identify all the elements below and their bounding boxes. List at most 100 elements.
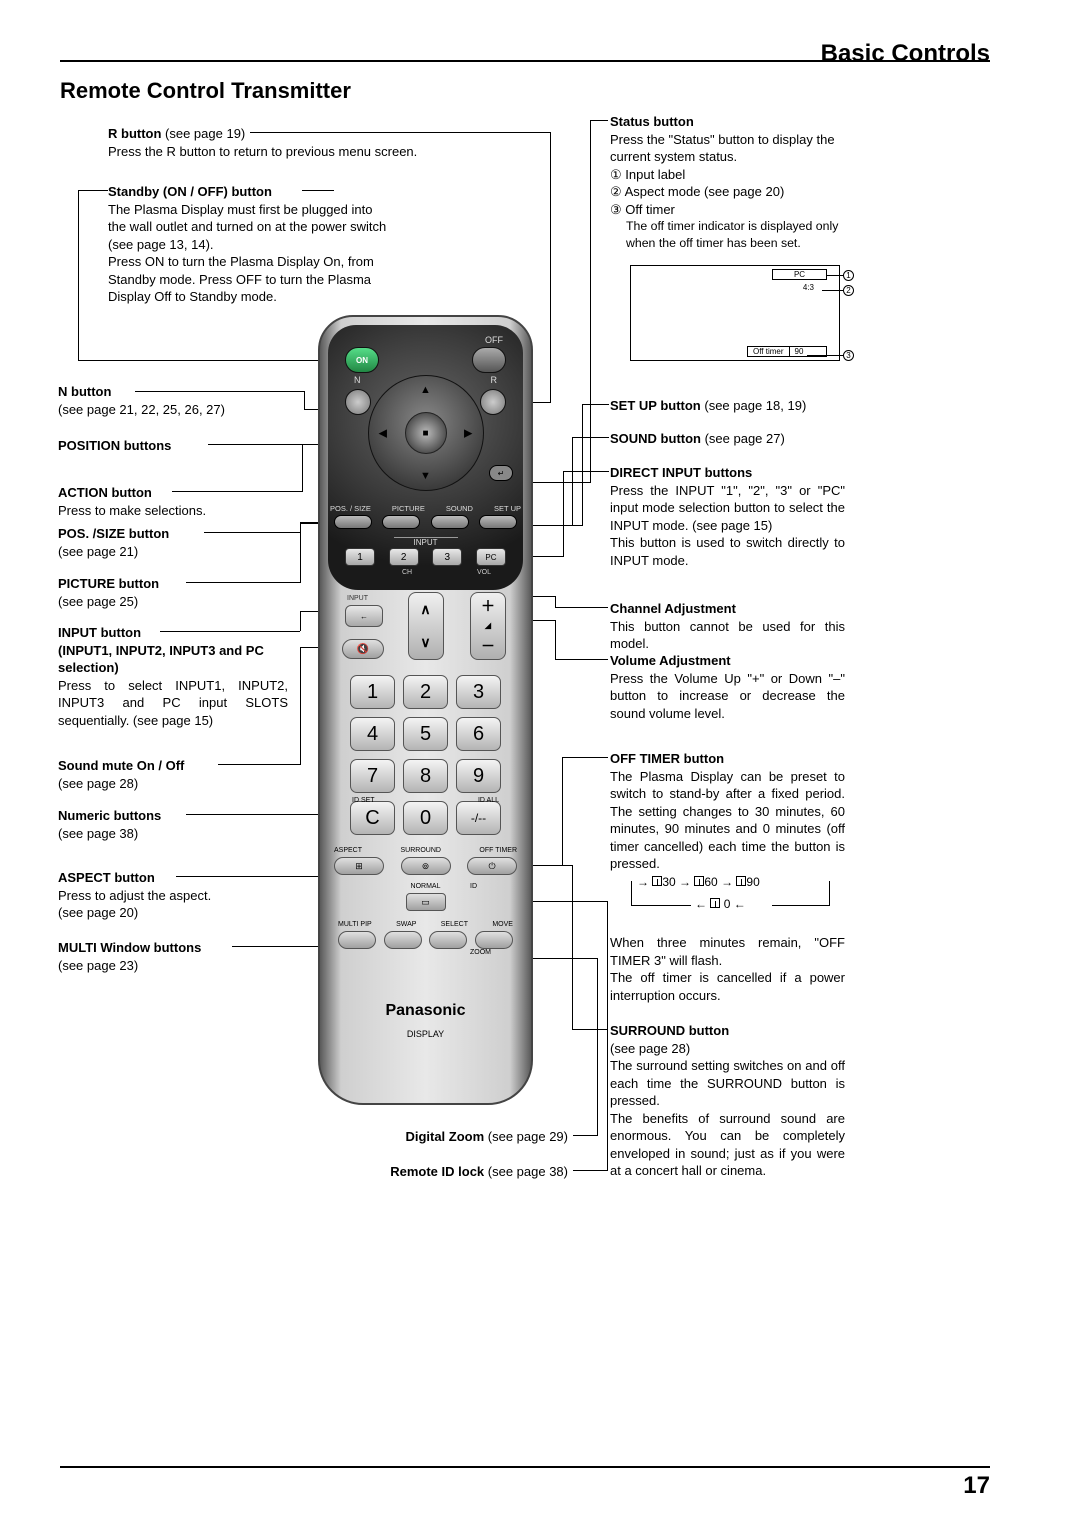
n-label: N — [354, 375, 361, 385]
input-cycle-button: ← — [345, 605, 383, 627]
input-label: INPUT — [394, 537, 458, 547]
r-button-title: R button — [108, 126, 161, 141]
callout-standby: Standby (ON / OFF) button The Plasma Dis… — [108, 183, 508, 306]
surround-button: ⊚ — [401, 857, 451, 875]
multi-labels: MULTI PIP SWAP SELECT MOVE — [338, 921, 513, 928]
num-8: 8 — [403, 759, 448, 793]
num-3: 3 — [456, 675, 501, 709]
num-6: 6 — [456, 717, 501, 751]
asp-row-labels: ASPECT SURROUND OFF TIMER — [334, 847, 517, 854]
off-label: OFF — [485, 335, 503, 345]
callout-position: POSITION buttons — [58, 437, 288, 455]
callout-input: INPUT button (INPUT1, INPUT2, INPUT3 and… — [58, 624, 288, 729]
callout-setup: SET UP button (see page 18, 19) — [610, 397, 845, 415]
page: Basic Controls Remote Control Transmitte… — [0, 0, 1080, 1528]
move-button — [475, 931, 513, 949]
num-1: 1 — [350, 675, 395, 709]
callout-direct-input: DIRECT INPUT buttons Press the INPUT "1"… — [610, 464, 845, 569]
circ-2: 2 — [843, 285, 854, 296]
func-row — [334, 515, 517, 529]
dpad-up-icon: ▲ — [420, 384, 431, 396]
volume-rocker: ＋ ◢ － — [470, 592, 506, 660]
num-0: 0 — [403, 801, 448, 835]
callout-volume: Volume Adjustment Press the Volume Up "+… — [610, 652, 845, 722]
input-row: 1 2 3 PC — [345, 548, 506, 566]
callout-r-button: R button (see page 19) Press the R butto… — [108, 125, 528, 160]
mute-button: 🔇 — [342, 639, 384, 659]
zoom-label: ZOOM — [470, 949, 491, 956]
dpad-down-icon: ▼ — [420, 470, 431, 482]
aspect-button: ⊞ — [334, 857, 384, 875]
section-title: Remote Control Transmitter — [60, 78, 351, 104]
swap-button — [384, 931, 422, 949]
circ-3: 3 — [843, 350, 854, 361]
num-dash: -/-- — [456, 801, 501, 835]
callout-mute: Sound mute On / Off (see page 28) — [58, 757, 288, 792]
status-screen: PC 4:3 Off timer 90 — [630, 265, 840, 361]
dpad-right-icon: ▶ — [464, 427, 472, 440]
input-3-button: 3 — [432, 548, 462, 566]
id-set-label: ID SET — [352, 797, 375, 804]
display-label: DISPLAY — [407, 1029, 444, 1039]
r-button — [480, 389, 506, 415]
dpad-left-icon: ◀ — [379, 427, 387, 440]
page-number: 17 — [963, 1472, 990, 1500]
callout-status: Status button Press the "Status" button … — [610, 113, 845, 251]
num-2: 2 — [403, 675, 448, 709]
callout-zoom: Digital Zoom (see page 29) — [308, 1128, 568, 1146]
timer-sequence-diagram: → 30 → 60 → 90 ← 0 ← — [637, 875, 832, 920]
status-pc-box: PC — [772, 269, 827, 280]
normal-label: NORMAL — [411, 883, 441, 890]
ch-vol-labels: CH VOL — [345, 569, 506, 576]
dpad-ring: ▲ ▼ ◀ ▶ ■ — [368, 375, 484, 491]
callout-channel: Channel Adjustment This button cannot be… — [610, 600, 845, 653]
input-1-button: 1 — [345, 548, 375, 566]
n-button — [345, 389, 371, 415]
callout-picture: PICTURE button (see page 25) — [58, 575, 288, 610]
rule-bottom — [60, 1466, 990, 1468]
off-button — [472, 347, 506, 373]
asp-row: ⊞ ⊚ ⏻ — [334, 857, 517, 875]
channel-rocker: ∧ ∨ — [408, 592, 444, 660]
action-small-button: ↵ — [489, 465, 513, 481]
remote-control-illustration: ON OFF N R ▲ ▼ ◀ ▶ ■ ↵ POS. / SIZE PICTU… — [318, 315, 533, 1105]
func-labels: POS. / SIZE PICTURE SOUND SET UP — [330, 504, 521, 513]
standby-title: Standby (ON / OFF) button — [108, 184, 272, 199]
normal-button: ▭ — [406, 893, 446, 911]
on-button: ON — [345, 347, 379, 373]
callout-sound: SOUND button (see page 27) — [610, 430, 845, 448]
off-timer-button: ⏻ — [467, 857, 517, 875]
multi-row — [338, 931, 513, 949]
num-c: C — [350, 801, 395, 835]
header-title: Basic Controls — [821, 40, 990, 68]
circ-1: 1 — [843, 270, 854, 281]
callout-off-timer-notes: When three minutes remain, "OFF TIMER 3"… — [610, 934, 845, 1004]
r-label: R — [491, 375, 498, 385]
callout-n-button: N button (see page 21, 22, 25, 26, 27) — [58, 383, 288, 418]
callout-numeric: Numeric buttons (see page 38) — [58, 807, 288, 842]
rule — [60, 60, 990, 62]
dpad-center: ■ — [405, 412, 447, 454]
num-7: 7 — [350, 759, 395, 793]
input-2-button: 2 — [389, 548, 419, 566]
setup-button — [479, 515, 517, 529]
numpad: 1 2 3 4 5 6 7 8 9 C 0 -/-- — [350, 675, 501, 835]
callout-pos-size: POS. /SIZE button (see page 21) — [58, 525, 288, 560]
status-aspect: 4:3 — [803, 283, 814, 292]
input-pc-button: PC — [476, 548, 506, 566]
callout-surround: SURROUND button (see page 28) The surrou… — [610, 1022, 845, 1180]
pos-size-button — [334, 515, 372, 529]
callout-off-timer: OFF TIMER button The Plasma Display can … — [610, 750, 845, 873]
id-label: ID — [470, 883, 477, 890]
num-5: 5 — [403, 717, 448, 751]
num-4: 4 — [350, 717, 395, 751]
callout-action: ACTION button Press to make selections. — [58, 484, 288, 519]
num-9: 9 — [456, 759, 501, 793]
callout-remote-id: Remote ID lock (see page 38) — [308, 1163, 568, 1181]
sound-button — [431, 515, 469, 529]
r-button-desc: Press the R button to return to previous… — [108, 144, 417, 159]
input-sq-label: INPUT — [347, 595, 368, 602]
picture-button — [382, 515, 420, 529]
callout-multi: MULTI Window buttons (see page 23) — [58, 939, 288, 974]
id-all-label: ID ALL — [478, 797, 499, 804]
